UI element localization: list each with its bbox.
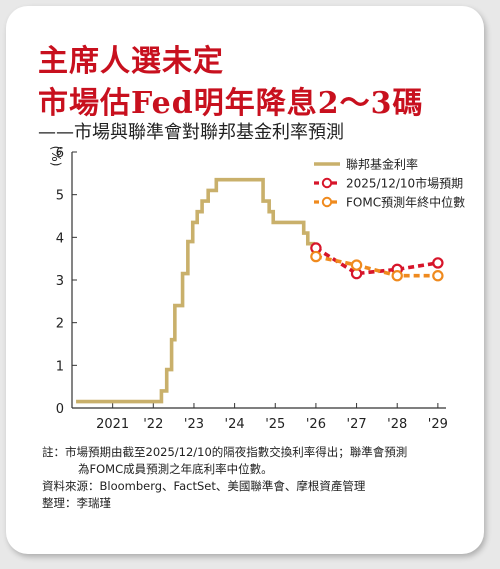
fomc-median-point — [432, 270, 444, 282]
y-tick-label: 1 — [56, 359, 64, 374]
x-tick-label: '29 — [428, 417, 448, 432]
series-layer — [76, 177, 444, 404]
chart-subtitle: ——市場與聯準會對聯邦基金利率預測 — [38, 122, 344, 143]
note-line-1: 註：市場預期由截至2025/12/10的隔夜指數交換利率得出；聯準會預測 — [42, 445, 408, 459]
x-tick-label: '25 — [265, 417, 285, 432]
legend-label: 聯邦基金利率 — [346, 157, 418, 172]
series-line-fomc-median — [315, 254, 438, 278]
legend-label: 2025/12/10市場預期 — [346, 176, 463, 191]
footnotes: 註：市場預期由截至2025/12/10的隔夜指數交換利率得出；聯準會預測 為FO… — [42, 444, 407, 512]
line-chart: 0 1 2 3 4 5 6 2021 '22 '23 '24 '25 '26 '27 '28 '29 聯邦基金… — [49, 146, 465, 432]
legend: 聯邦基金利率 2025/12/10市場預期 FOMC預測年終中位數 — [314, 157, 465, 210]
x-tick-label: '23 — [184, 417, 204, 432]
x-tick-label: '26 — [306, 417, 326, 432]
note-line-2: 為FOMC成員預測之年底利率中位數。 — [78, 462, 273, 476]
chart-title-line2: 市場估Fed明年降息2～3碼 — [38, 86, 424, 121]
legend-swatch-marker — [321, 177, 333, 189]
y-tick-label: 5 — [56, 189, 64, 204]
editor-line: 整理：李瑞瑾 — [42, 496, 111, 510]
legend-swatch-marker — [321, 196, 333, 208]
market-expectation-point — [432, 257, 444, 269]
x-tick-label: '24 — [225, 417, 245, 432]
fomc-median-point — [310, 250, 322, 263]
y-tick-label: 4 — [56, 231, 64, 246]
x-tick-label: '28 — [387, 417, 407, 432]
legend-label: FOMC預測年終中位數 — [346, 195, 465, 210]
series-line-fed-funds-rate — [76, 177, 315, 404]
x-tick-label: 2021 — [96, 417, 129, 432]
y-tick-label: 0 — [56, 402, 64, 417]
x-tick-label: '22 — [143, 417, 163, 432]
source-line: 資料來源：Bloomberg、FactSet、美國聯準會、摩根資產管理 — [42, 479, 366, 493]
y-tick-label: 6 — [56, 146, 64, 161]
y-tick-label: 2 — [56, 317, 64, 332]
axes: 0 1 2 3 4 5 6 2021 '22 '23 '24 '25 '26 '27 '28 '29 — [56, 146, 448, 432]
chart-title-line1: 主席人選未定 — [38, 44, 224, 79]
y-axis-unit-label: (%) — [49, 146, 63, 167]
y-tick-label: 3 — [56, 274, 64, 289]
fomc-median-point — [350, 259, 363, 271]
x-tick-label: '27 — [347, 417, 367, 432]
fomc-median-point — [391, 270, 403, 282]
chart-card: 主席人選未定 市場估Fed明年降息2～3碼 ——市場與聯準會對聯邦基金利率預測 … — [6, 6, 484, 554]
